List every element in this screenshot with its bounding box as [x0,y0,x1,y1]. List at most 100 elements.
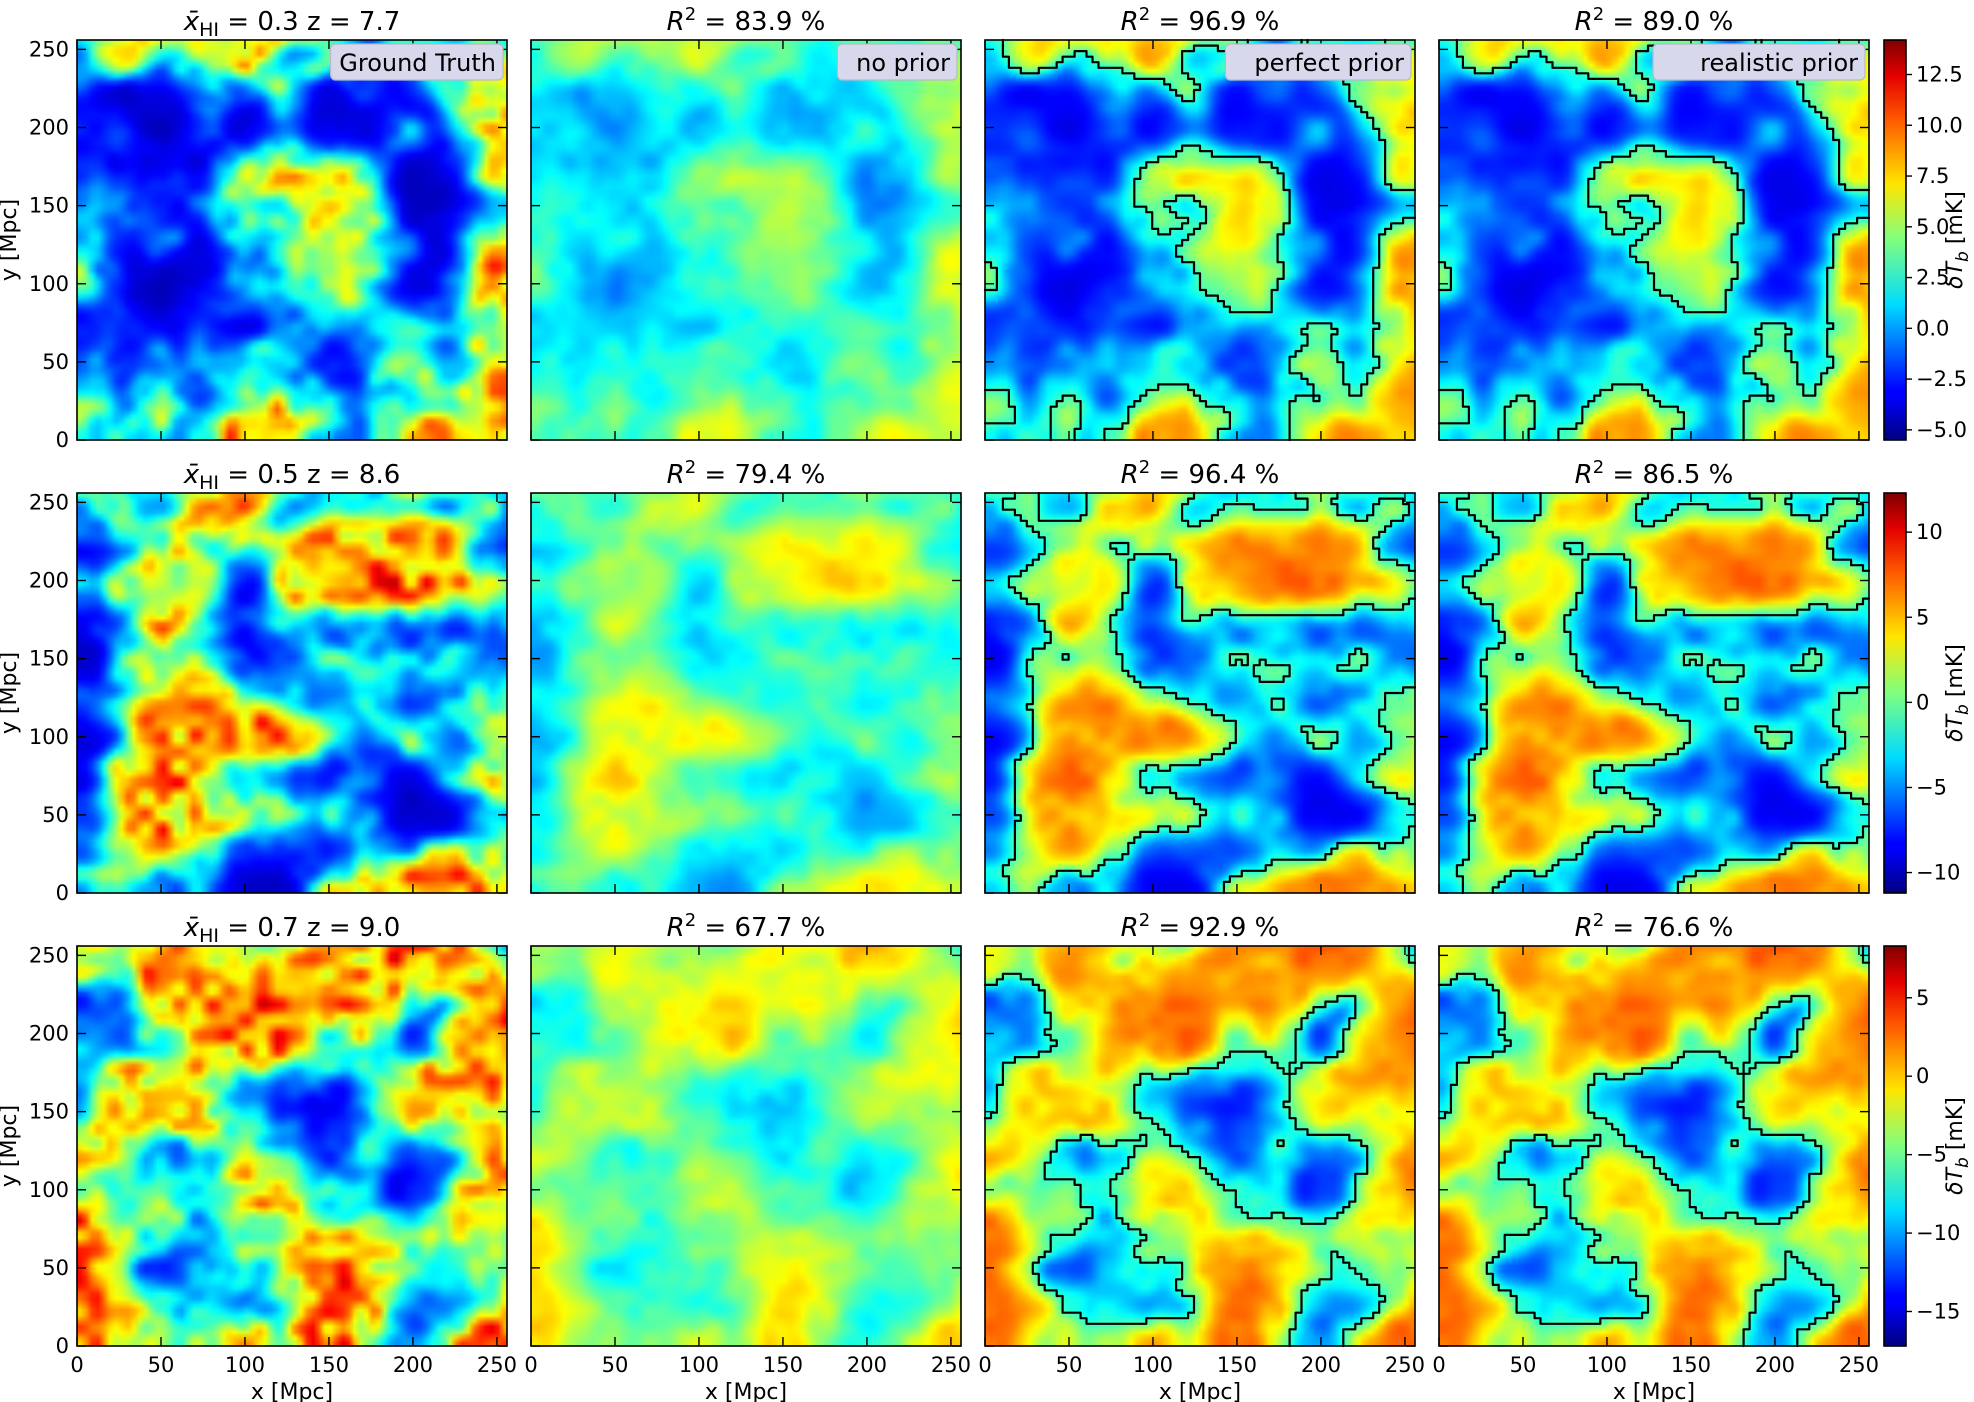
axes-frame [1438,39,1870,441]
heatmap-image [1439,946,1869,1346]
x-tick-label: 250 [1385,1353,1425,1377]
r2-score-title: R2 = 92.9 % [1121,910,1280,943]
r2-score-title: R2 = 67.7 % [667,910,826,943]
panel-r1-ground_truth: 0 50 100 150 200 250 y [Mpc] x̄HI = 0.3 z = 7.7… [0,7,508,452]
colorbar-tick-label: 12.5 [1916,63,1963,87]
colorbar-gradient [1884,493,1906,893]
y-tick-label: 0 [56,881,69,905]
colorbar-tick-label: 10.0 [1916,113,1963,137]
axes-frame [530,492,962,894]
axes-frame [984,492,1416,894]
x-tick-label: 100 [225,1353,265,1377]
colorbar-tick-label: −2.5 [1916,367,1967,391]
x-tick-label: 150 [1671,1353,1711,1377]
x-tick-label: 0 [524,1353,537,1377]
x-tick-label: 150 [309,1353,349,1377]
colorbar-label: δTb [mK] [1943,1097,1973,1195]
colorbar-tick-label: −15 [1916,1299,1960,1323]
colorbar-tick-label: 10 [1916,520,1943,544]
colorbar-tick-label: −5.0 [1916,418,1967,442]
axes-frame [76,39,508,441]
ionization-contour [983,944,1417,1348]
colorbar-frame [1883,945,1907,1347]
row-title: x̄HI = 0.3 z = 7.7 [183,7,401,41]
y-tick-label: 200 [29,569,69,593]
x-tick-label: 50 [1510,1353,1537,1377]
colorbar-label: δTb [mK] [1943,191,1973,289]
panel-r1-realistic_prior: R2 = 89.0 % realistic prior [1437,4,1871,442]
colorbar-tick-label: −5 [1916,1143,1947,1167]
panel-r2-perfect_prior: R2 = 96.4 % [984,457,1417,895]
r2-score-title: R2 = 76.6 % [1575,910,1734,943]
x-tick-label: 100 [679,1353,719,1377]
x-tick-label: 250 [1839,1353,1879,1377]
x-tick-label: 200 [847,1353,887,1377]
panel-r3-perfect_prior: 0 50 100 150 200 250 x [Mpc] R2 = 92.9 % [978,910,1425,1402]
heatmap-image [77,493,507,893]
x-tick-label: 100 [1133,1353,1173,1377]
colorbar-gradient [1884,946,1906,1346]
r2-score-title: R2 = 96.4 % [1121,457,1280,490]
y-tick-label: 50 [42,350,69,374]
colorbar-frame [1883,39,1907,441]
x-tick-label: 200 [1301,1353,1341,1377]
x-tick-label: 150 [763,1353,803,1377]
heatmap-image [77,946,507,1346]
heatmap-image [531,946,961,1346]
colorbar-gradient [1884,40,1906,440]
y-tick-label: 100 [29,1178,69,1202]
ionization-contour [1437,944,1871,1348]
y-tick-label: 150 [29,194,69,218]
y-tick-label: 100 [29,272,69,296]
ionization-contour [1001,491,1417,895]
legend-box [1652,43,1866,81]
row-title: x̄HI = 0.5 z = 8.6 [183,460,401,494]
colorbar-tick-label: 5 [1916,605,1929,629]
r2-score-title: R2 = 89.0 % [1575,4,1734,37]
y-tick-label: 100 [29,725,69,749]
y-tick-label: 150 [29,1100,69,1124]
axes-frame [530,39,962,441]
x-tick-label: 200 [393,1353,433,1377]
y-tick-label: 250 [29,490,69,514]
legend-label: no prior [856,49,950,77]
y-tick-label: 150 [29,647,69,671]
axes-frame [530,945,962,1347]
colorbar-row1: 12.5 10.0 7.5 5.0 2.5 0.0 −2.5 −5.0 δTb [mK] [1883,39,1973,442]
colorbars-layer: 12.5 10.0 7.5 5.0 2.5 0.0 −2.5 −5.0 δTb [mK] 10 5 0… [1883,39,1973,1347]
ionization-contour [1455,491,1871,895]
colorbar-tick-label: 0 [1916,1064,1929,1088]
x-axis-label: x [Mpc] [1159,1380,1241,1402]
x-tick-label: 50 [1056,1353,1083,1377]
y-tick-label: 250 [29,37,69,61]
panel-r2-no_prior: R2 = 79.4 % [530,457,962,894]
x-tick-label: 50 [148,1353,175,1377]
legend-realistic_prior: realistic prior [1652,43,1866,81]
colorbar-tick-label: 7.5 [1916,164,1949,188]
panel-r3-ground_truth: 00 50 50 100 100 150 150 200 200 250 250 y [Mpc] x [… [0,913,517,1402]
axes-frame [984,945,1416,1347]
heatmap-image [531,493,961,893]
x-axis-label: x [Mpc] [1613,1380,1695,1402]
axes-frame [1438,492,1870,894]
panel-r2-ground_truth: 0 50 100 150 200 250 y [Mpc] x̄HI = 0.5 z = 8.6 [0,460,508,905]
y-tick-label: 200 [29,116,69,140]
legend-box [1224,43,1412,81]
heatmap-image [77,40,507,440]
x-tick-label: 50 [602,1353,629,1377]
heatmap-image [985,946,1415,1346]
y-axis-label: y [Mpc] [0,1105,22,1187]
y-tick-label: 200 [29,1022,69,1046]
colorbar-label: δTb [mK] [1943,644,1973,742]
axes-frame [1438,945,1870,1347]
legend-label: Ground Truth [339,49,496,77]
y-tick-label: 0 [56,1334,69,1358]
y-axis-label: y [Mpc] [0,199,22,281]
panel-r2-realistic_prior: R2 = 86.5 % [1438,457,1871,895]
x-axis-label: x [Mpc] [705,1380,787,1402]
x-tick-label: 250 [477,1353,517,1377]
heatmap-image [531,40,961,440]
heatmap-image [1439,493,1869,893]
y-tick-label: 50 [42,1256,69,1280]
